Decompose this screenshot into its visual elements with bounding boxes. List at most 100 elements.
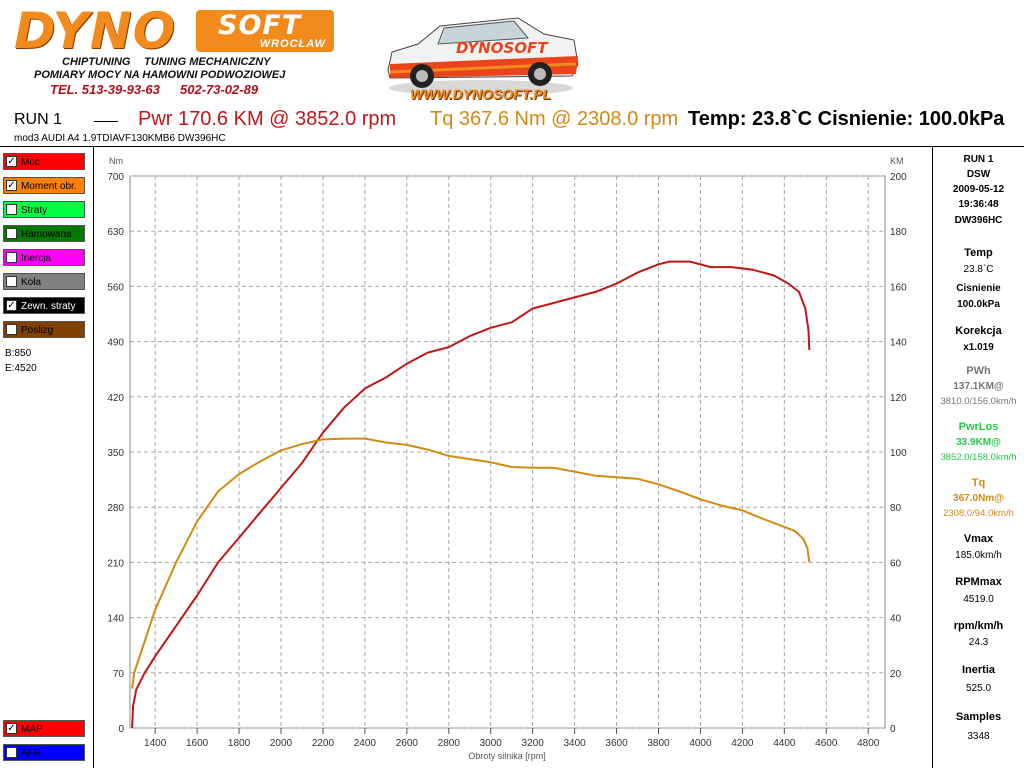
panel-pwh-value: 137.1KM@ [953,381,1004,392]
x-axis-ticks: 1400 1600 1800 2000 2200 2400 2600 2800 3000 3200… [144,728,880,749]
conditions-summary: Temp: 23.8`C Cisnienie: 100.0kPa [688,108,1005,130]
legend-item-moment[interactable]: ✓ Moment obr. [3,177,85,194]
website-text: WWW.DYNOSOFT.PL [410,86,552,102]
phone-1: TEL. 513-39-93-63 [50,82,160,97]
checkbox-zewn-straty[interactable]: ✓ [6,300,17,311]
logo-city-text: WROCŁAW [259,38,326,50]
y-right-tick-label: 20 [890,669,902,680]
panel-rpmmax-value: 4519.0 [963,594,994,605]
x-tick-label: 2600 [396,738,419,749]
legend-label-inercja: Inercja [21,253,52,264]
panel-correction-value: x1.019 [963,342,994,353]
x-axis-label: Obroty silnika [rpm] [468,751,546,761]
x-tick-label: 2000 [270,738,293,749]
x-tick-label: 3400 [563,738,586,749]
frame-divider-right [932,146,933,768]
y-left-tick-label: 490 [107,338,124,349]
checkbox-moment[interactable]: ✓ [6,180,17,191]
legend-item-kola[interactable]: Koła [3,273,85,290]
legend-label-moc: Moc [21,157,40,168]
panel-temp-label: Temp [964,247,993,259]
panel-tq-label: Tq [971,477,986,489]
y-left-tick-label: 420 [107,393,124,404]
y-axis-left-label: Nm [109,156,123,166]
panel-date: 2009-05-12 [952,184,1005,195]
logo-soft-text: SOFT [218,10,302,41]
phone-2: 502-73-02-89 [180,82,259,97]
y-left-tick-label: 0 [118,724,124,735]
legend-label-zewn-straty: Zewn. straty [21,301,76,312]
legend-label-moment: Moment obr. [21,181,77,192]
panel-inertia-value: 525.0 [965,683,992,694]
y-right-tick-label: 40 [890,614,902,625]
legend-item-zewn-straty[interactable]: ✓ Zewn. straty [3,297,85,314]
checkbox-map[interactable]: ✓ [6,723,17,734]
y-right-tick-label: 60 [890,558,902,569]
checkbox-afr[interactable] [6,747,17,758]
y-left-tick-label: 560 [107,282,124,293]
panel-pressure-label: Cisnienie [956,283,1001,294]
header: DYNO SOFT WROCŁAW CHIPTUNING TUNING MECH… [0,0,1024,108]
y-left-tick-label: 70 [113,669,125,680]
legend-item-poslizg[interactable]: Poslizg [3,321,85,338]
panel-pwrlos-value: 33.9KM@ [956,437,1001,448]
panel-run: RUN 1 [963,154,994,165]
legend-label-hamowana: Hamowana [21,229,72,240]
legend-item-moc[interactable]: ✓ Moc [3,153,85,170]
x-tick-label: 3200 [522,738,545,749]
legend-item-hamowana[interactable]: Hamowana [3,225,85,242]
legend-label-kola: Koła [21,277,42,288]
x-tick-label: 3800 [647,738,670,749]
checkbox-kola[interactable] [6,276,17,287]
panel-pwh-at: 3810.0/156.0km/h [940,396,1017,407]
car-logo-text: DYNOSOFT [456,39,549,57]
checkbox-poslizg[interactable] [6,324,17,335]
x-tick-label: 3000 [480,738,503,749]
legend-label-afr: AFR [21,748,41,759]
panel-correction-label: Korekcja [955,325,1002,337]
range-end: E:4520 [5,363,37,374]
y-left-tick-label: 280 [107,503,124,514]
panel-rpmmax-label: RPMmax [955,576,1002,588]
legend-item-inercja[interactable]: Inercja [3,249,85,266]
x-tick-label: 1800 [228,738,251,749]
x-tick-label: 4400 [773,738,796,749]
panel-vmax-label: Vmax [963,533,994,545]
x-tick-label: 1400 [144,738,167,749]
tagline-measurements: POMIARY MOCY NA HAMOWNI PODWOZIOWEJ [34,69,286,81]
checkbox-straty[interactable] [6,204,17,215]
run-title: RUN 1 [14,111,63,128]
series-layer [131,260,811,729]
legend-item-afr[interactable]: AFR [3,744,85,761]
series-line-power [131,260,811,729]
panel-inertia-label: Inertia [961,664,995,676]
legend-item-map[interactable]: ✓ MAP [3,720,85,737]
panel-pressure-value: 100.0kPa [957,299,1000,310]
range-begin: B:850 [5,348,32,359]
y-right-tick-label: 160 [890,282,907,293]
y-right-tick-label: 140 [890,338,907,349]
y-left-tick-label: 210 [107,558,124,569]
run-line-sample [94,121,118,122]
y-right-tick-label: 120 [890,393,907,404]
dyno-chart: 0 70 140 210 280 350 420 490 560 630 700 0 20 40 60 80… [107,156,907,761]
x-tick-label: 4000 [689,738,712,749]
panel-tq-value: 367.0Nm@ [953,493,1004,504]
y-axis-left-ticks: 0 70 140 210 280 350 420 490 560 630 700 [107,172,124,735]
panel-tq-at: 2308.0/94.0km/h [943,508,1014,519]
series-line-torque [131,437,811,689]
y-left-tick-label: 630 [107,227,124,238]
legend-item-straty[interactable]: Straty [3,201,85,218]
x-tick-label: 4600 [815,738,838,749]
tagline-chiptuning: CHIPTUNING [62,56,131,68]
y-left-tick-label: 140 [107,614,124,625]
legend-label-straty: Straty [21,205,48,216]
legend-label-map: MAP [21,724,43,735]
panel-pwrlos-at: 3852.0/158.0km/h [940,452,1017,463]
torque-summary: Tq 367.6 Nm @ 2308.0 rpm [430,108,679,130]
checkbox-moc[interactable]: ✓ [6,156,17,167]
frame-divider-top [0,146,1024,147]
panel-pwh-label: PWh [966,365,991,377]
checkbox-inercja[interactable] [6,252,17,263]
checkbox-hamowana[interactable] [6,228,17,239]
